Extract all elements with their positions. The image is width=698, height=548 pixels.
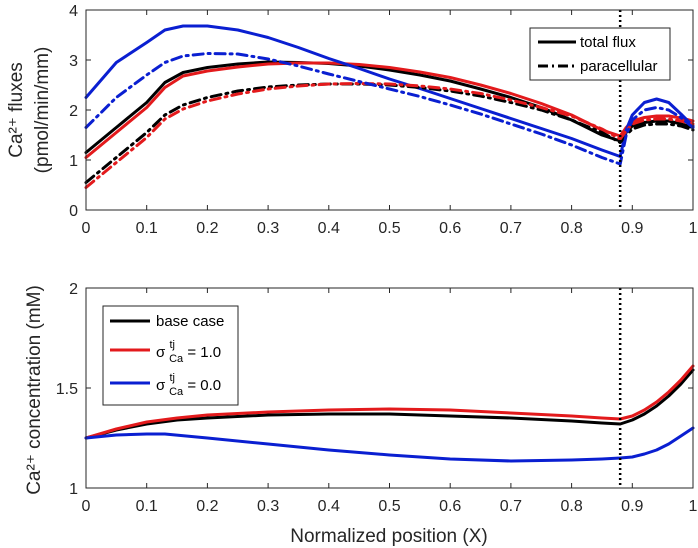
top-x-tick-label: 0.4 xyxy=(318,220,340,237)
bottom-x-tick-label: 1 xyxy=(689,498,698,515)
top-x-tick-label: 0.5 xyxy=(378,220,400,237)
legend-label-paracellular: paracellular xyxy=(580,58,658,75)
top-series-line-3 xyxy=(84,82,695,184)
top-y-tick-label: 2 xyxy=(69,103,78,120)
legend-sigma-0-sup: tj xyxy=(169,372,175,384)
legend-label-sigma-0: σ tj Ca = 0.0 xyxy=(156,368,221,399)
bottom-y-tick-label: 1.5 xyxy=(56,381,78,398)
top-x-tick-label: 0 xyxy=(82,220,91,237)
bottom-series-group xyxy=(84,364,695,463)
top-series-line-5 xyxy=(84,52,695,166)
top-flux-panel: 0 0.1 0.2 0.3 0.4 0.5 0.6 0.7 0.8 0.9 1 0 1 2 3 4 Ca²⁺… xyxy=(6,3,698,237)
bottom-y-tick-label: 2 xyxy=(69,281,78,298)
legend-sigma-0-symbol: σ xyxy=(156,377,166,394)
bottom-x-ticks: 0 0.1 0.2 0.3 0.4 0.5 0.6 0.7 0.8 0.9 1 xyxy=(82,288,698,515)
top-y-tick-label: 4 xyxy=(69,3,78,20)
legend-label-sigma-1: σ tj Ca = 1.0 xyxy=(156,335,221,366)
top-legend: total flux paracellular xyxy=(529,27,671,81)
top-x-tick-label: 0.1 xyxy=(136,220,158,237)
bottom-x-tick-label: 0.5 xyxy=(378,498,400,515)
legend-label-base-case: base case xyxy=(156,313,224,330)
legend-sigma-0-sub: Ca xyxy=(169,386,184,398)
legend-sigma-1-sup: tj xyxy=(169,339,175,351)
top-x-ticks: 0 0.1 0.2 0.3 0.4 0.5 0.6 0.7 0.8 0.9 1 xyxy=(82,10,698,237)
top-y-tick-label: 0 xyxy=(69,203,78,220)
top-series-line-4 xyxy=(84,82,695,189)
top-series-line-1 xyxy=(84,61,695,159)
bottom-x-tick-label: 0.1 xyxy=(136,498,158,515)
top-ylabel-line2: (pmol/min/mm) xyxy=(32,47,53,174)
top-x-tick-label: 1 xyxy=(689,220,698,237)
bottom-series-line-1 xyxy=(84,364,695,440)
bottom-series-line-0 xyxy=(84,368,695,440)
top-x-tick-label: 0.7 xyxy=(500,220,522,237)
bottom-ylabel: Ca²⁺ concentration (mM) xyxy=(24,285,45,495)
bottom-series-line-2 xyxy=(84,426,695,463)
top-series-line-2 xyxy=(84,24,695,158)
top-series-group xyxy=(84,24,695,189)
bottom-legend: base case σ tj Ca = 1.0 σ tj Ca = 0.0 xyxy=(102,305,239,406)
bottom-x-tick-label: 0.9 xyxy=(621,498,643,515)
bottom-y-ticks: 11.52 xyxy=(56,281,693,498)
bottom-x-tick-label: 0.8 xyxy=(560,498,582,515)
legend-sigma-0-value: = 0.0 xyxy=(187,377,221,394)
bottom-x-tick-label: 0.2 xyxy=(196,498,218,515)
legend-sigma-1-sub: Ca xyxy=(169,353,184,365)
top-x-tick-label: 0.2 xyxy=(196,220,218,237)
top-x-tick-label: 0.8 xyxy=(560,220,582,237)
top-ylabel-line1: Ca²⁺ fluxes xyxy=(6,62,27,158)
legend-sigma-1-value: = 1.0 xyxy=(187,344,221,361)
top-x-tick-label: 0.9 xyxy=(621,220,643,237)
top-series-line-0 xyxy=(84,60,695,154)
top-y-tick-label: 1 xyxy=(69,153,78,170)
bottom-x-tick-label: 0.3 xyxy=(257,498,279,515)
legend-label-total-flux: total flux xyxy=(580,34,636,51)
legend-sigma-1-symbol: σ xyxy=(156,344,166,361)
top-y-ticks: 0 1 2 3 4 xyxy=(69,3,693,220)
bottom-concentration-panel: 0 0.1 0.2 0.3 0.4 0.5 0.6 0.7 0.8 0.9 1 11.52 Ca²⁺… xyxy=(24,281,698,547)
bottom-x-tick-label: 0.4 xyxy=(318,498,340,515)
bottom-x-tick-label: 0.7 xyxy=(500,498,522,515)
top-x-tick-label: 0.6 xyxy=(439,220,461,237)
bottom-xlabel: Normalized position (X) xyxy=(290,526,487,547)
bottom-x-tick-label: 0 xyxy=(82,498,91,515)
top-y-tick-label: 3 xyxy=(69,53,78,70)
bottom-y-tick-label: 1 xyxy=(69,481,78,498)
bottom-x-tick-label: 0.6 xyxy=(439,498,461,515)
top-x-tick-label: 0.3 xyxy=(257,220,279,237)
